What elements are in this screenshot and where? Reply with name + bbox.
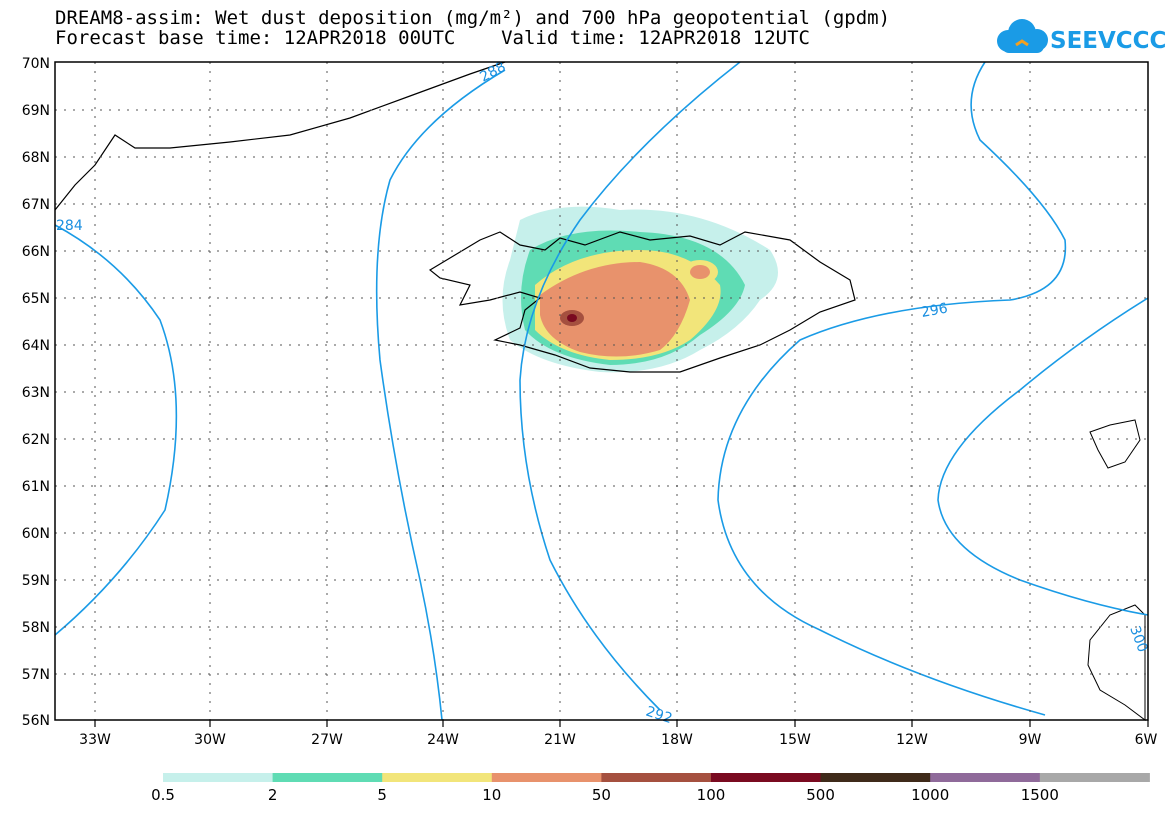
lat-label: 57N xyxy=(22,667,50,683)
lat-label: 62N xyxy=(22,432,50,448)
legend-label: 1500 xyxy=(1021,786,1059,804)
lat-label: 60N xyxy=(22,526,50,542)
faroe-islands-coastline xyxy=(1089,419,1141,469)
lat-label: 66N xyxy=(22,244,50,260)
lon-label: 30W xyxy=(194,732,226,748)
legend-label: 1000 xyxy=(911,786,949,804)
lat-label: 58N xyxy=(22,620,50,636)
legend-swatch xyxy=(272,773,383,782)
lon-label: 21W xyxy=(544,732,576,748)
legend-swatch xyxy=(163,773,274,782)
lat-label: 68N xyxy=(22,150,50,166)
seevccc-logo: SEEVCCC xyxy=(997,19,1165,54)
contour-296 xyxy=(717,61,1067,716)
legend-label: 100 xyxy=(697,786,726,804)
lon-label: 6W xyxy=(1135,732,1158,748)
legend-swatch xyxy=(930,773,1041,782)
cloud-icon xyxy=(997,19,1048,53)
map-subtitle: Forecast base time: 12APR2018 00UTC Vali… xyxy=(55,27,810,49)
lat-label: 65N xyxy=(22,291,50,307)
legend-swatch xyxy=(491,773,602,782)
lat-label: 56N xyxy=(22,713,50,729)
lon-label: 24W xyxy=(427,732,459,748)
legend-label: 50 xyxy=(592,786,611,804)
longitude-labels: 33W 30W 27W 24W 21W 18W 15W 12W 9W 6W xyxy=(79,732,1157,748)
greenland-coastline xyxy=(54,61,506,211)
lat-label: 63N xyxy=(22,385,50,401)
legend-swatch xyxy=(820,773,931,782)
legend-label: 0.5 xyxy=(151,786,175,804)
lat-label: 61N xyxy=(22,479,50,495)
legend-label: 5 xyxy=(377,786,387,804)
contour-284 xyxy=(54,224,178,636)
map-title: DREAM8-assim: Wet dust deposition (mg/m²… xyxy=(55,7,891,29)
graticule xyxy=(55,62,1148,720)
iceland-coastline xyxy=(428,231,856,373)
map-frame xyxy=(54,61,1149,721)
lat-label: 64N xyxy=(22,338,50,354)
lat-label: 67N xyxy=(22,197,50,213)
lat-label: 59N xyxy=(22,573,50,589)
geopotential-contours xyxy=(54,61,1149,721)
legend-swatch xyxy=(1039,773,1150,782)
contour-label-284: 284 xyxy=(56,218,83,234)
lat-label: 69N xyxy=(22,103,50,119)
contour-label-296: 296 xyxy=(920,301,949,321)
lat-label: 70N xyxy=(22,56,50,72)
legend-label: 500 xyxy=(806,786,835,804)
deposition-100-500 xyxy=(567,314,577,322)
contour-label-292: 292 xyxy=(644,704,674,727)
logo-text: SEEVCCC xyxy=(1050,28,1165,54)
contour-292 xyxy=(519,61,741,711)
lon-label: 15W xyxy=(779,732,811,748)
legend-swatch xyxy=(382,773,493,782)
lon-label: 18W xyxy=(661,732,693,748)
latitude-labels: 70N 69N 68N 67N 66N 65N 64N 63N 62N 61N … xyxy=(22,56,50,729)
lon-label: 33W xyxy=(79,732,111,748)
lon-label: 9W xyxy=(1019,732,1042,748)
legend-swatch xyxy=(601,773,712,782)
legend-swatch xyxy=(711,773,822,782)
lon-label: 12W xyxy=(896,732,928,748)
lon-label: 27W xyxy=(311,732,343,748)
legend-label: 10 xyxy=(482,786,501,804)
contour-288 xyxy=(375,69,506,721)
contour-300 xyxy=(937,297,1149,616)
dust-deposition-field xyxy=(502,206,778,373)
deposition-10-50 xyxy=(540,262,690,357)
legend-label: 2 xyxy=(268,786,278,804)
